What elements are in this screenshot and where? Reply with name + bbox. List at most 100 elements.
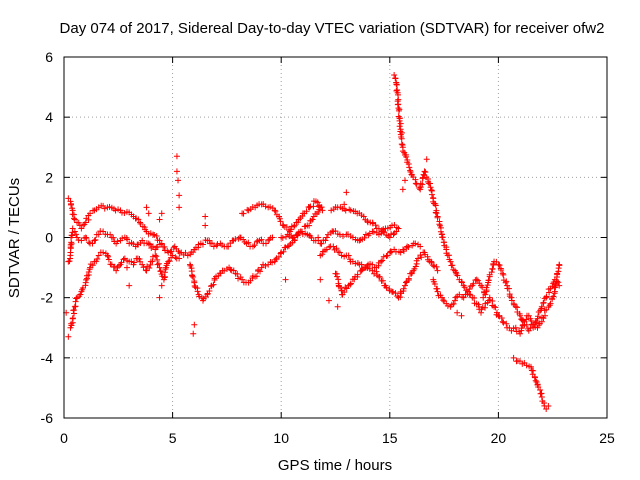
- data-point: [402, 282, 409, 289]
- data-point: [334, 273, 341, 280]
- data-point: [95, 231, 102, 238]
- data-point: [334, 303, 341, 310]
- data-point: [77, 291, 84, 298]
- data-point: [262, 262, 269, 269]
- data-point: [123, 264, 130, 271]
- data-point: [105, 253, 112, 260]
- data-point: [512, 303, 519, 310]
- data-point: [495, 261, 502, 268]
- data-point: [547, 300, 554, 307]
- data-point: [283, 224, 290, 231]
- data-point: [491, 303, 498, 310]
- x-tick-label: 10: [273, 430, 289, 446]
- data-point: [110, 234, 117, 241]
- data-point: [474, 277, 481, 284]
- data-point: [534, 315, 541, 322]
- data-point: [269, 259, 276, 266]
- data-point: [489, 266, 496, 273]
- x-tick-label: 5: [169, 430, 177, 446]
- data-point: [149, 258, 156, 265]
- data-point: [369, 267, 376, 274]
- data-point: [498, 266, 505, 273]
- data-point: [294, 232, 301, 239]
- data-point: [75, 219, 82, 226]
- data-point: [393, 228, 400, 235]
- data-point: [68, 232, 75, 239]
- data-point: [176, 204, 183, 211]
- data-point: [190, 249, 197, 256]
- data-point: [82, 219, 89, 226]
- data-point: [345, 252, 352, 259]
- data-point: [405, 243, 412, 250]
- data-point: [69, 315, 76, 322]
- data-point: [555, 279, 562, 286]
- data-point: [70, 306, 77, 313]
- data-point: [280, 222, 287, 229]
- y-tick-label: -4: [41, 350, 54, 366]
- data-point: [500, 271, 507, 278]
- data-point: [417, 243, 424, 250]
- data-point: [556, 261, 563, 268]
- data-point: [156, 264, 163, 271]
- data-point: [390, 231, 397, 238]
- data-point: [517, 312, 524, 319]
- data-point: [336, 231, 343, 238]
- data-point: [156, 216, 163, 223]
- data-point: [210, 281, 217, 288]
- data-point: [403, 153, 410, 160]
- data-point: [458, 312, 465, 319]
- data-point: [319, 207, 326, 214]
- data-point: [380, 228, 387, 235]
- data-point: [343, 189, 350, 196]
- data-point: [208, 240, 215, 247]
- data-point: [395, 107, 402, 114]
- data-point: [175, 177, 182, 184]
- data-point: [440, 239, 447, 246]
- data-point: [152, 252, 159, 259]
- data-point: [419, 181, 426, 188]
- data-point: [158, 282, 165, 289]
- data-point: [80, 222, 87, 229]
- data-point: [267, 203, 274, 210]
- data-point: [540, 300, 547, 307]
- data-point: [523, 321, 530, 328]
- data-point: [482, 291, 489, 298]
- data-point: [510, 354, 517, 361]
- data-point: [549, 283, 556, 290]
- plot-frame: [63, 56, 608, 419]
- data-point: [284, 243, 291, 250]
- data-point: [225, 243, 232, 250]
- data-point: [319, 251, 326, 258]
- data-point: [105, 256, 112, 263]
- axis-ticks: 0 5 10 15 20 25 -6 -4 -2 0 2 4 6: [41, 49, 615, 446]
- data-point: [372, 222, 379, 229]
- data-point: [339, 233, 346, 240]
- data-point: [519, 317, 526, 324]
- data-point: [460, 294, 467, 301]
- y-tick-label: 2: [45, 169, 53, 185]
- data-point: [360, 213, 367, 220]
- data-point: [422, 169, 429, 176]
- data-point: [531, 374, 538, 381]
- data-point: [196, 293, 203, 300]
- data-point: [157, 268, 164, 275]
- data-point: [444, 302, 451, 309]
- data-point: [240, 210, 247, 217]
- data-point: [115, 262, 122, 269]
- data-point: [257, 268, 264, 275]
- data-point: [147, 261, 154, 268]
- data-point: [71, 216, 78, 223]
- data-point: [341, 289, 348, 296]
- data-point: [190, 274, 197, 281]
- y-tick-label: -2: [41, 290, 54, 306]
- data-point: [421, 168, 428, 175]
- data-point: [471, 295, 478, 302]
- data-point: [545, 402, 552, 409]
- data-point: [249, 243, 256, 250]
- data-point: [556, 282, 563, 289]
- data-point: [176, 255, 183, 262]
- data-point: [427, 184, 434, 191]
- data-point: [512, 324, 519, 331]
- data-point: [452, 294, 459, 301]
- data-point: [206, 287, 213, 294]
